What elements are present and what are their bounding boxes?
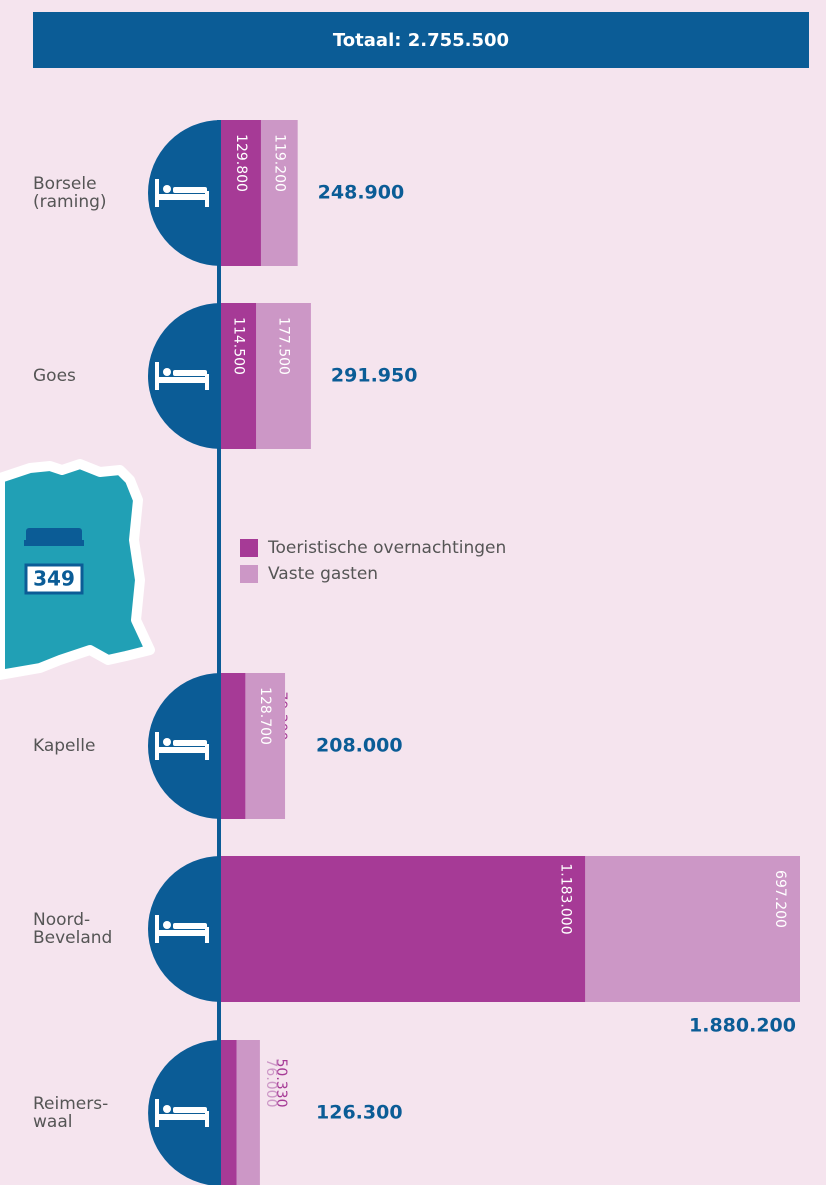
legend-label: Toeristische overnachtingen (267, 538, 506, 558)
bed-icon (155, 377, 209, 383)
bar-segment (245, 673, 286, 819)
total-label: 126.300 (316, 1102, 403, 1124)
bed-icon (173, 370, 207, 376)
bar-segment (221, 120, 261, 266)
category-label: Borsele (raming) (33, 174, 107, 212)
legend-label: Vaste gasten (268, 564, 378, 584)
badge-box (24, 563, 84, 595)
timeline (217, 120, 221, 1185)
category-line: waal (33, 1112, 72, 1132)
category-label: Goes (33, 366, 76, 386)
category-label: Reimers-waal (33, 1094, 108, 1132)
category-line: Beveland (33, 928, 112, 948)
category-line: Goes (33, 366, 76, 386)
bed-icon (163, 738, 171, 746)
bed-icon (155, 194, 209, 200)
bar-segment (221, 673, 246, 819)
bed-icon (24, 540, 84, 546)
bed-icon (155, 732, 159, 760)
bed-icon (173, 187, 207, 193)
total-label: 208.000 (316, 735, 403, 757)
value-label: 76.000 (263, 1059, 279, 1108)
value-label: 128.700 (257, 687, 273, 745)
value-label: 114.500 (231, 317, 247, 375)
bed-icon (155, 930, 209, 936)
bed-icon (155, 179, 159, 207)
category-line: Noord- (33, 910, 90, 930)
bed-icon (155, 1099, 159, 1127)
title-bar (33, 12, 809, 68)
total-label: 291.950 (331, 365, 418, 387)
bar-segment (260, 120, 298, 266)
value-label: 50.330 (273, 1059, 289, 1108)
map-shape: 349 (0, 459, 155, 680)
bed-icon (163, 1105, 171, 1113)
bed-icon (173, 740, 207, 746)
bed-icon (173, 1107, 207, 1113)
bar-segment (221, 856, 586, 1002)
value-label: 1.183.000 (557, 863, 573, 934)
bed-icon (163, 921, 171, 929)
value-label: 697.200 (772, 870, 788, 928)
category-line: Borsele (33, 174, 97, 194)
bed-icon (155, 1114, 209, 1120)
value-label: 129.800 (233, 134, 249, 192)
value-label: 177.500 (276, 317, 292, 375)
bed-icon (155, 915, 159, 943)
bed-icon (155, 362, 159, 390)
bar-segment (221, 303, 257, 449)
bar-segment (256, 303, 311, 449)
category-line: Reimers- (33, 1094, 108, 1114)
bed-icon (173, 923, 207, 929)
value-label: 119.200 (271, 134, 287, 192)
total-label: 1.880.200 (689, 1015, 796, 1037)
category-label: Noord-Beveland (33, 910, 112, 948)
bar-segment (221, 1040, 237, 1185)
category-label: Kapelle (33, 736, 95, 756)
bar-segment (236, 1040, 260, 1185)
bed-icon (155, 747, 209, 753)
badge: 349 (33, 567, 75, 591)
bed-icon (163, 368, 171, 376)
chart-title: Totaal: 2.755.500 (333, 30, 509, 51)
legend-swatch (240, 565, 258, 583)
category-line: (raming) (33, 192, 107, 212)
category-line: Kapelle (33, 736, 95, 756)
legend-swatch (240, 539, 258, 557)
total-label: 248.900 (318, 182, 405, 204)
bar-segment (585, 856, 800, 1002)
bed-icon (163, 185, 171, 193)
